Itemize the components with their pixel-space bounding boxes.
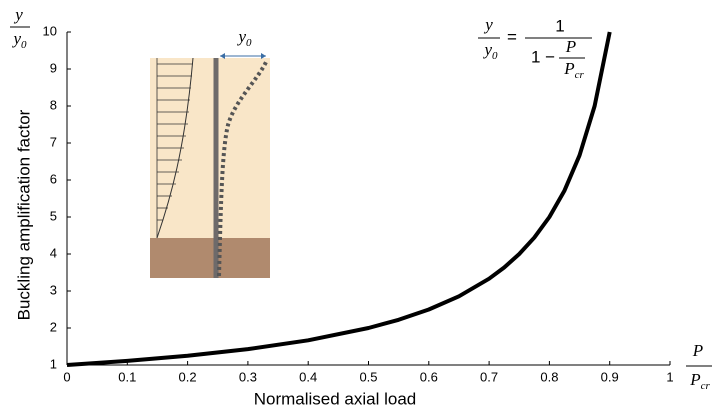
y-symbol-denominator: y0: [11, 29, 27, 51]
deflected-pile: [217, 59, 269, 277]
load-arrows: [157, 63, 193, 221]
formula-rhs-numerator: 1: [555, 16, 564, 35]
y-symbol-denominator-sub: 0: [21, 39, 27, 51]
y-tick-label: 9: [50, 60, 57, 75]
x-tick-label: 1: [666, 369, 673, 384]
inset-label: y0: [236, 27, 252, 49]
y-tick-label: 2: [50, 319, 57, 334]
x-symbol-numerator: P: [692, 341, 703, 360]
x-symbol-denominator-sub: cr: [701, 380, 711, 392]
y-axis-label: Buckling amplification factor: [14, 109, 33, 320]
inset-illustration: [150, 53, 270, 278]
x-tick-label: 0.1: [118, 369, 136, 384]
y-symbol-denominator-base: y: [11, 29, 21, 48]
x-symbol-denominator-base: P: [689, 370, 700, 389]
formula-inner-denominator: Pcr: [563, 59, 584, 81]
dimension-arrows: [220, 53, 266, 59]
x-tick-label: 0.5: [359, 369, 377, 384]
y-symbol-numerator: y: [13, 5, 23, 24]
formula-lhs-denominator-sub: 0: [492, 50, 498, 62]
y-tick-label: 3: [50, 282, 57, 297]
x-tick-label: 0.2: [179, 369, 197, 384]
y-tick-label: 8: [50, 97, 57, 112]
formula-rhs-prefix: 1 −: [531, 47, 555, 66]
y-tick-label: 5: [50, 208, 57, 223]
y-tick-label: 4: [50, 245, 57, 260]
x-tick-label: 0.8: [540, 369, 558, 384]
y-tick-label: 7: [50, 134, 57, 149]
y-tick-label: 10: [43, 23, 57, 38]
formula-lhs-denominator: y0: [482, 40, 498, 62]
formula-lhs-numerator: y: [483, 15, 493, 34]
x-symbol-denominator: Pcr: [689, 370, 710, 392]
formula-lhs-denominator-base: y: [482, 40, 492, 59]
formula-inner-numerator: P: [565, 37, 576, 56]
inset-label-base: y: [236, 27, 246, 46]
y-tick-label: 6: [50, 171, 57, 186]
y-tick-label: 1: [50, 356, 57, 371]
formula-equals: =: [507, 27, 517, 46]
x-tick-label: 0.4: [299, 369, 317, 384]
x-axis-label: Normalised axial load: [254, 389, 417, 408]
x-tick-label: 0.9: [601, 369, 619, 384]
x-tick-label: 0.7: [480, 369, 498, 384]
curve: [66, 31, 612, 367]
x-tick-label: 0.3: [239, 369, 257, 384]
formula-inner-denominator-sub: cr: [575, 69, 585, 81]
inset-label-sub: 0: [246, 37, 252, 49]
x-tick-label: 0.6: [420, 369, 438, 384]
load-profile: [156, 57, 194, 239]
ground-layer: [150, 238, 270, 278]
formula-inner-denominator-base: P: [563, 59, 574, 78]
x-tick-label: 0: [63, 369, 70, 384]
